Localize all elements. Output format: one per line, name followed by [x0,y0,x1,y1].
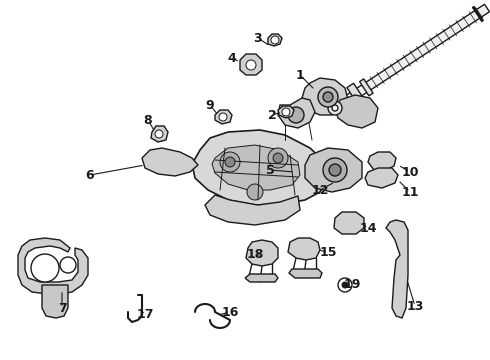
Polygon shape [245,274,278,282]
Circle shape [247,184,263,200]
Text: 1: 1 [295,68,304,81]
Text: 4: 4 [228,51,236,64]
Polygon shape [151,126,168,142]
Text: 16: 16 [221,306,239,319]
Text: 11: 11 [401,185,419,198]
Circle shape [318,87,338,107]
Text: 18: 18 [246,248,264,261]
Text: 2: 2 [268,108,276,122]
Text: 17: 17 [136,309,154,321]
Circle shape [31,254,59,282]
Text: 7: 7 [58,302,66,315]
Circle shape [220,152,240,172]
Text: 10: 10 [401,166,419,179]
Text: 19: 19 [343,279,361,292]
Polygon shape [42,285,68,318]
Text: 9: 9 [206,99,214,112]
Circle shape [155,130,163,138]
Text: 6: 6 [86,168,94,181]
Text: 8: 8 [144,113,152,126]
Circle shape [323,158,347,182]
Circle shape [288,107,304,123]
Circle shape [60,257,76,273]
Polygon shape [268,34,282,46]
Circle shape [268,148,288,168]
Polygon shape [289,269,322,278]
Text: 15: 15 [319,246,337,258]
Polygon shape [305,148,362,192]
Circle shape [246,60,256,70]
Polygon shape [347,83,365,105]
Polygon shape [278,106,294,118]
Polygon shape [302,78,348,115]
Text: 3: 3 [254,32,262,45]
Circle shape [273,153,283,163]
Polygon shape [212,145,300,190]
Circle shape [219,113,227,121]
Circle shape [328,101,342,115]
Circle shape [282,108,290,116]
Polygon shape [246,240,278,266]
Text: 14: 14 [359,221,377,234]
Text: 13: 13 [406,300,424,312]
Polygon shape [288,238,320,260]
Circle shape [271,36,279,44]
Polygon shape [334,212,364,234]
Circle shape [332,105,338,111]
Text: 5: 5 [266,163,274,176]
Circle shape [342,282,348,288]
Circle shape [329,164,341,176]
Polygon shape [278,98,315,128]
Circle shape [338,278,352,292]
Polygon shape [360,79,373,96]
Polygon shape [333,4,490,112]
Polygon shape [365,168,398,188]
Circle shape [323,92,333,102]
Polygon shape [205,195,300,225]
Text: 12: 12 [311,184,329,197]
Polygon shape [142,148,198,176]
Polygon shape [335,95,378,128]
Polygon shape [192,130,328,205]
Polygon shape [240,54,262,75]
Polygon shape [215,110,232,124]
Polygon shape [386,220,408,318]
Polygon shape [18,238,88,295]
Circle shape [225,157,235,167]
Polygon shape [368,152,396,170]
